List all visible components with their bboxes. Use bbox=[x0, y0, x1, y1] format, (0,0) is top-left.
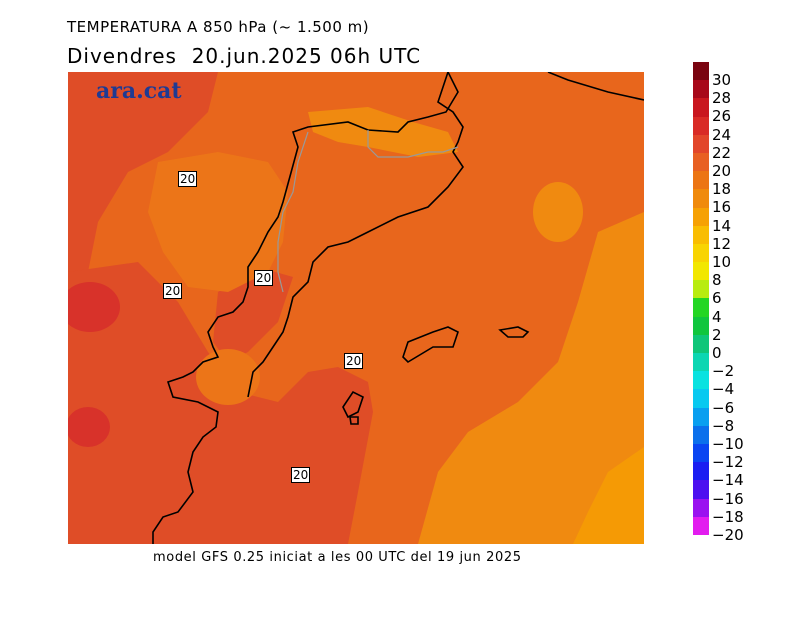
legend-swatch bbox=[693, 353, 709, 372]
legend-swatch bbox=[693, 116, 709, 135]
coastline bbox=[152, 72, 644, 544]
contour-label: 20 bbox=[163, 283, 183, 299]
legend-swatch bbox=[693, 425, 709, 444]
legend-tick-label: 28 bbox=[712, 89, 732, 108]
legend-tick-label: 4 bbox=[712, 307, 722, 326]
brand-logo: ara.cat bbox=[96, 78, 182, 104]
legend-swatch bbox=[693, 207, 709, 226]
legend-swatch bbox=[693, 443, 709, 463]
legend-tick-label: 2 bbox=[712, 325, 722, 344]
legend-swatch bbox=[693, 498, 709, 517]
legend-tick-label: −16 bbox=[712, 489, 744, 508]
cool-spot-sea bbox=[533, 182, 583, 242]
cool-zone-north-interior bbox=[148, 152, 288, 292]
legend-swatch bbox=[693, 225, 709, 244]
legend-swatch bbox=[693, 134, 709, 153]
coolest-zone-southeast bbox=[573, 447, 644, 544]
legend-swatch bbox=[693, 480, 709, 499]
legend-tick-label: 6 bbox=[712, 289, 722, 308]
legend-swatch bbox=[693, 189, 709, 208]
temperature-map bbox=[68, 72, 644, 544]
legend-tick-label: 0 bbox=[712, 344, 722, 362]
legend-tick-label: 10 bbox=[712, 253, 732, 271]
hot-spot-southwest bbox=[68, 407, 110, 447]
legend-tick-label: 8 bbox=[712, 271, 722, 290]
legend-tick-label: 18 bbox=[712, 180, 732, 199]
legend-tick-label: −20 bbox=[712, 526, 744, 544]
contour-label: 20 bbox=[254, 270, 274, 286]
border-lines bbox=[277, 130, 459, 293]
legend-swatch bbox=[693, 334, 709, 353]
chart-title: TEMPERATURA A 850 hPa (~ 1.500 m) bbox=[67, 18, 370, 36]
legend-tick-label: −4 bbox=[712, 380, 735, 399]
legend-tick-label: −14 bbox=[712, 471, 744, 490]
cool-zone-pyrenees bbox=[308, 107, 458, 157]
legend-tick-label: −12 bbox=[712, 453, 744, 472]
legend-swatch bbox=[693, 62, 709, 81]
legend-swatch bbox=[693, 280, 709, 299]
legend-swatch bbox=[693, 262, 709, 281]
legend-tick-label: −2 bbox=[712, 362, 735, 381]
chart-date: Divendres 20.jun.2025 06h UTC bbox=[67, 44, 422, 68]
legend-swatch bbox=[693, 389, 709, 408]
legend-swatch bbox=[693, 80, 709, 99]
contour-label: 20 bbox=[178, 171, 198, 187]
legend-tick-label: 16 bbox=[712, 198, 732, 217]
color-legend bbox=[693, 62, 709, 535]
contour-label: 20 bbox=[291, 467, 311, 483]
legend-tick-label: −8 bbox=[712, 416, 735, 435]
legend-swatch bbox=[693, 407, 709, 426]
legend-tick-label: −10 bbox=[712, 435, 744, 453]
legend-swatch bbox=[693, 98, 709, 117]
legend-swatch bbox=[693, 243, 709, 263]
legend-tick-label: 22 bbox=[712, 143, 732, 162]
legend-tick-label: 30 bbox=[712, 71, 732, 89]
legend-tick-label: 12 bbox=[712, 234, 732, 253]
model-info: model GFS 0.25 iniciat a les 00 UTC del … bbox=[153, 550, 522, 565]
warm-zone-coast bbox=[213, 267, 293, 362]
legend-swatch bbox=[693, 152, 709, 172]
legend-tick-label: −18 bbox=[712, 507, 744, 526]
legend-tick-label: −6 bbox=[712, 398, 735, 417]
cool-spot-inland bbox=[196, 349, 260, 405]
hot-spot-west bbox=[68, 282, 120, 332]
legend-tick-label: 24 bbox=[712, 125, 732, 144]
warm-zone-west bbox=[68, 72, 218, 282]
legend-tick-label: 26 bbox=[712, 107, 732, 126]
cool-zone-sea-east bbox=[418, 212, 644, 544]
legend-tick-label: 20 bbox=[712, 162, 732, 180]
legend-swatch bbox=[693, 171, 709, 190]
legend-swatch bbox=[693, 298, 709, 317]
legend-swatch bbox=[693, 462, 709, 481]
legend-swatch bbox=[693, 316, 709, 335]
legend-swatch bbox=[693, 516, 709, 535]
contour-label: 20 bbox=[344, 353, 364, 369]
legend-tick-label: 14 bbox=[712, 216, 732, 235]
legend-swatch bbox=[693, 371, 709, 390]
